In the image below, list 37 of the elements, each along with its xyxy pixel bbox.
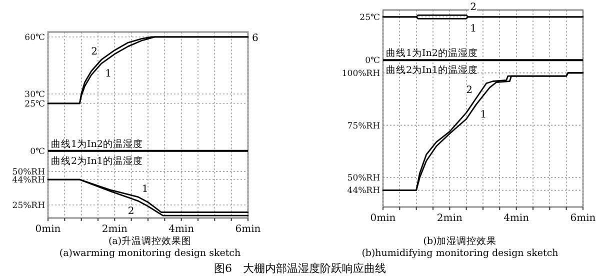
y-tick-label: 25℃: [360, 12, 380, 23]
text: (b)humidifying monitoring design sketch: [362, 248, 558, 259]
annotation: 曲线2为In1的温湿度: [386, 64, 478, 76]
caption: 图6 大棚内部温湿度阶跃响应曲线: [214, 262, 386, 275]
x-tick-label: 4min: [168, 224, 195, 235]
y2-tick-label: 44%RH: [347, 186, 380, 196]
x-tick-label: 0min: [35, 224, 62, 235]
series-label: 1: [142, 184, 148, 195]
annotation: 曲线2为In1的温湿度: [51, 154, 143, 167]
text: (a)升温调控效果图: [108, 235, 192, 247]
x-tick-label: 2min: [102, 224, 128, 235]
y2-tick-label: 44%RH: [12, 176, 45, 186]
annotation: 曲线1为In2的温湿度: [386, 47, 478, 60]
x-tick-label: 4min: [504, 213, 530, 224]
x-tick-label: 0min: [370, 213, 396, 224]
text: (a)warming monitoring design sketch: [59, 248, 241, 259]
y2-tick-label: 100%RH: [342, 68, 380, 79]
y-tick-label: 0℃: [30, 146, 45, 157]
y-tick-label: 60℃: [24, 32, 45, 43]
series-label: 1: [470, 24, 477, 35]
text: (b)加湿调控效果: [423, 235, 497, 247]
series-label: 2: [91, 46, 98, 58]
y2-tick-label: 25%RH: [12, 200, 45, 211]
y-tick-label: 25℃: [24, 99, 45, 110]
annotation: 曲线1为In2的温湿度: [51, 138, 143, 150]
x-tick-label: 6min: [570, 213, 596, 224]
series-label: 2: [466, 85, 473, 96]
y-tick-label: 0℃: [365, 56, 380, 66]
y-tick-label: 30℃: [24, 90, 45, 100]
x-tick-label: 6min: [235, 224, 262, 235]
y2-tick-label: 50%RH: [347, 174, 380, 184]
y2-tick-label: 75%RH: [347, 121, 380, 132]
series-label: 1: [480, 109, 487, 120]
series-label: 2: [128, 206, 134, 217]
series-label: 1: [105, 68, 112, 80]
annotation: 6: [252, 32, 258, 44]
x-tick-label: 2min: [436, 213, 463, 224]
